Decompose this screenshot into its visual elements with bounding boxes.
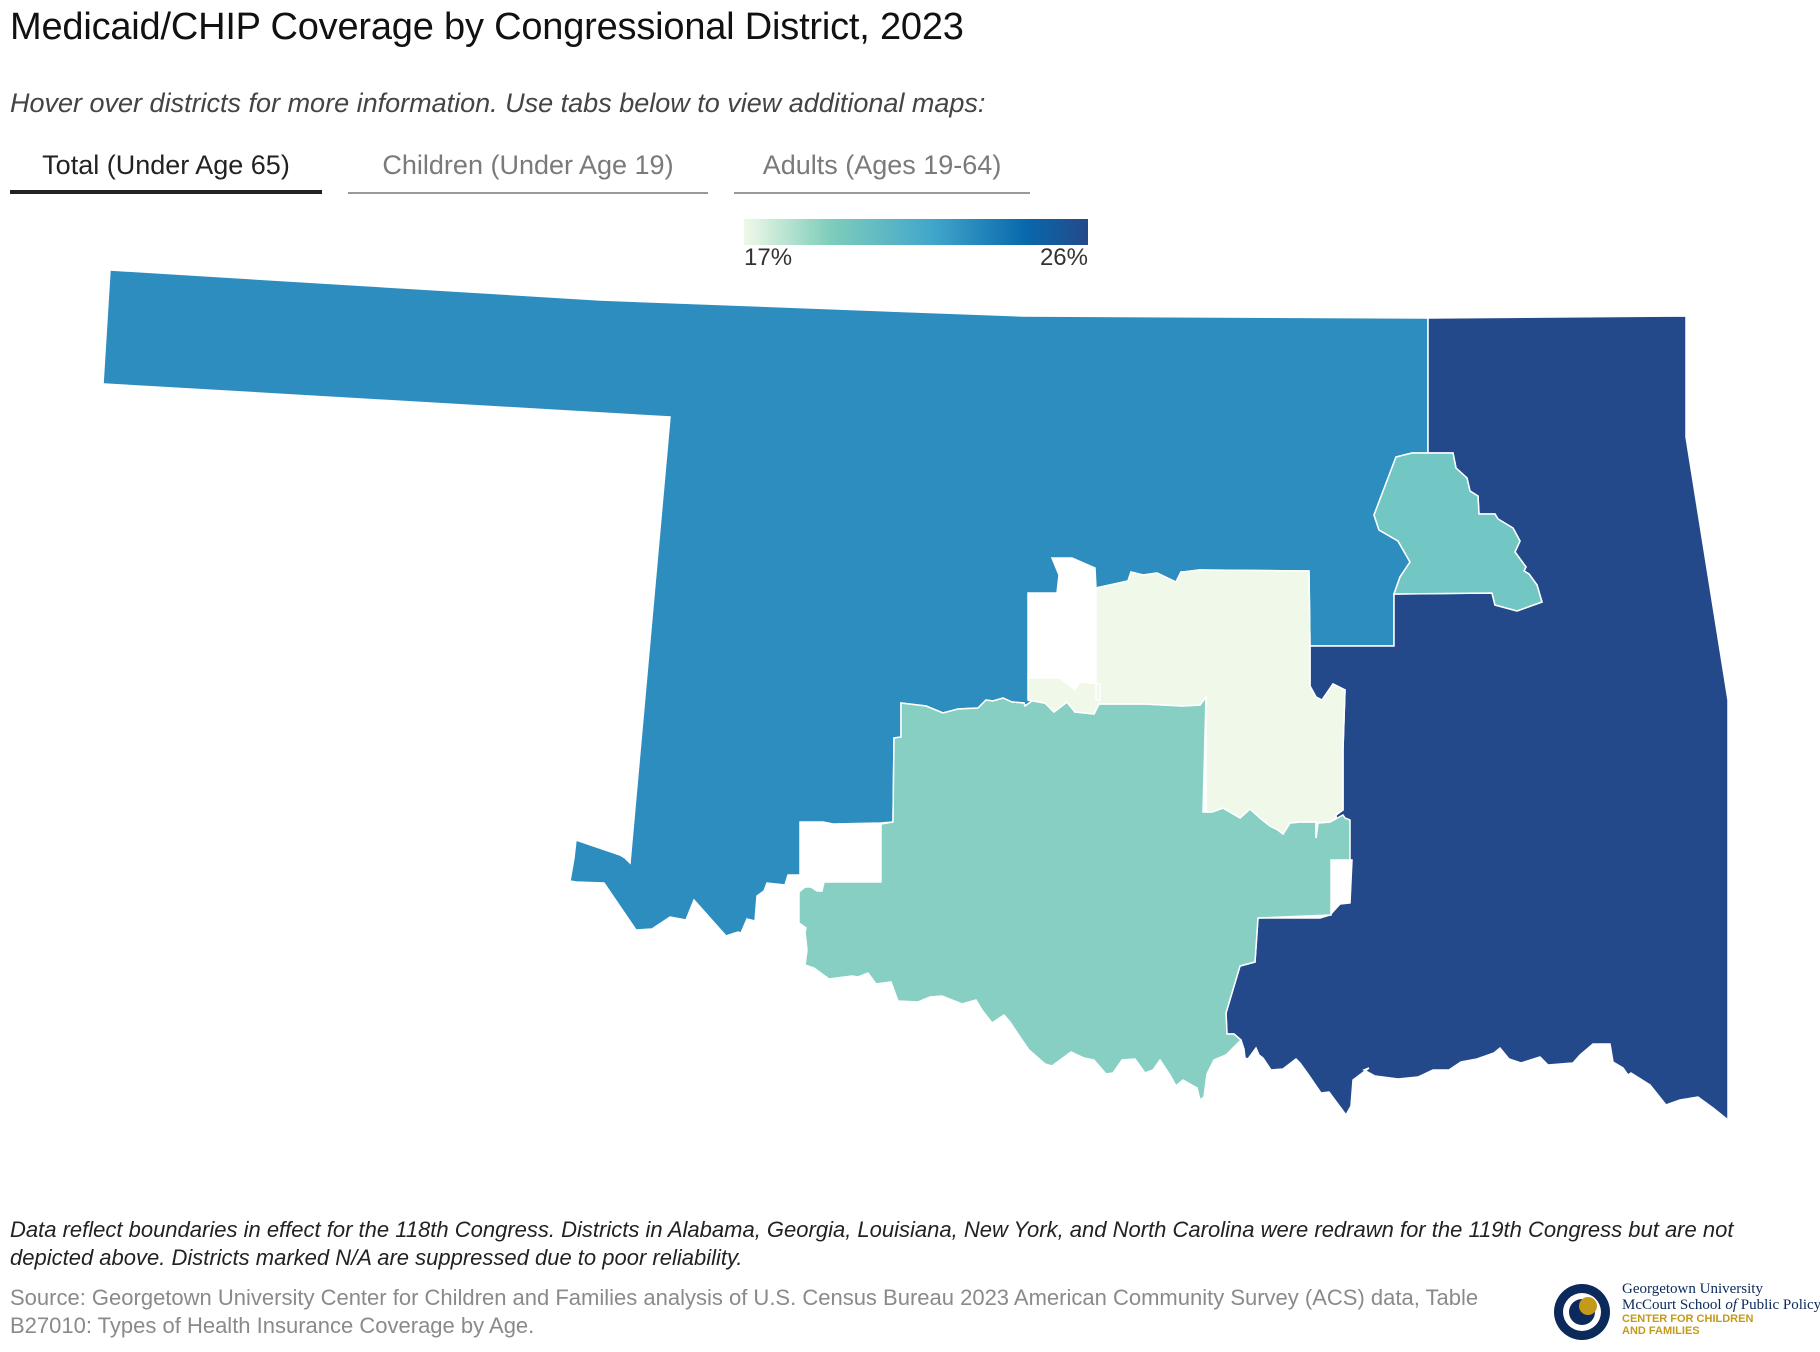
oklahoma-map <box>102 269 1729 1122</box>
page-subtitle: Hover over districts for more informatio… <box>10 88 986 118</box>
logo-center-line2: AND FAMILIES <box>1622 1325 1700 1337</box>
tab-total-under-65[interactable]: Total (Under Age 65) <box>10 148 322 194</box>
tab-children-under-19[interactable]: Children (Under Age 19) <box>348 148 708 194</box>
legend-max-label: 26% <box>1039 244 1088 271</box>
district-ok-5[interactable] <box>1027 569 1346 839</box>
district-ok-1[interactable] <box>1373 452 1543 612</box>
legend-gradient-bar <box>744 219 1088 245</box>
georgetown-logo: Georgetown University McCourt School of … <box>1550 1280 1820 1346</box>
district-map <box>0 260 1820 1160</box>
tab-adults-19-64[interactable]: Adults (Ages 19-64) <box>734 148 1030 194</box>
footnote: Data reflect boundaries in effect for th… <box>10 1217 1734 1270</box>
legend-min-label: 17% <box>744 244 793 271</box>
georgetown-seal-icon <box>1554 1284 1610 1340</box>
source-citation: Source: Georgetown University Center for… <box>10 1285 1479 1338</box>
logo-university: Georgetown University <box>1622 1281 1763 1297</box>
color-legend: 17% 26% <box>744 219 1088 275</box>
logo-school: McCourt School of Public Policy <box>1622 1297 1820 1313</box>
logo-center-line1: CENTER FOR CHILDREN <box>1622 1313 1754 1325</box>
page-title: Medicaid/CHIP Coverage by Congressional … <box>10 6 964 48</box>
